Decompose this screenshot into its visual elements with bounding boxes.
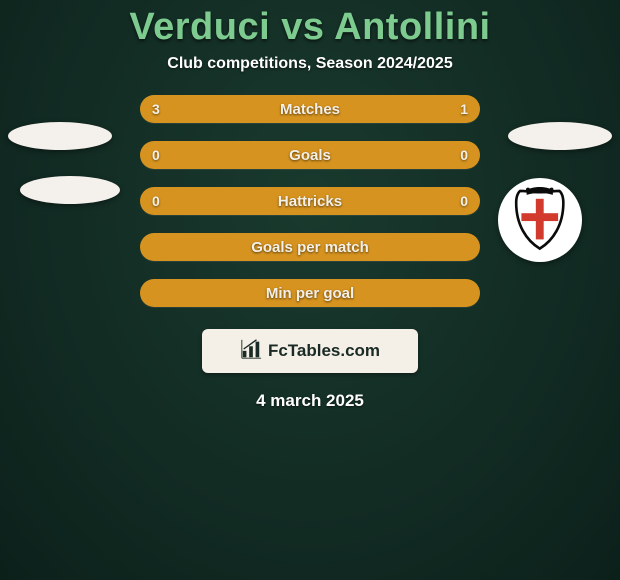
bar-label: Hattricks <box>140 187 480 215</box>
brand-chart-icon <box>240 338 262 365</box>
page-subtitle: Club competitions, Season 2024/2025 <box>167 55 452 73</box>
team-badge-right <box>498 178 582 262</box>
date-label: 4 march 2025 <box>256 391 364 411</box>
bar-value-left: 0 <box>152 141 160 169</box>
player-left-avatar-1 <box>8 122 112 150</box>
bar-value-left: 3 <box>152 95 160 123</box>
shield-icon <box>507 187 573 253</box>
bar-label: Goals per match <box>140 233 480 261</box>
page-title: Verduci vs Antollini <box>129 6 490 49</box>
bar-value-right: 0 <box>460 187 468 215</box>
stat-row-goals: Goals0 0 <box>140 141 480 169</box>
bar-label: Matches <box>140 95 480 123</box>
player-right-avatar <box>508 122 612 150</box>
stat-row-min-per-goal: Min per goal <box>140 279 480 307</box>
stat-row-matches: Matches3 1 <box>140 95 480 123</box>
bar-chart-icon <box>240 338 262 360</box>
brand-text: FcTables.com <box>268 341 380 361</box>
stat-row-goals-per-match: Goals per match <box>140 233 480 261</box>
stat-row-hattricks: Hattricks0 0 <box>140 187 480 215</box>
brand-box: FcTables.com <box>202 329 418 373</box>
bar-label: Goals <box>140 141 480 169</box>
bar-value-right: 0 <box>460 141 468 169</box>
bar-value-left: 0 <box>152 187 160 215</box>
bar-value-right: 1 <box>460 95 468 123</box>
player-left-avatar-2 <box>20 176 120 204</box>
comparison-bars: Matches31Goals00Hattricks00Goals per mat… <box>140 95 480 307</box>
bar-label: Min per goal <box>140 279 480 307</box>
